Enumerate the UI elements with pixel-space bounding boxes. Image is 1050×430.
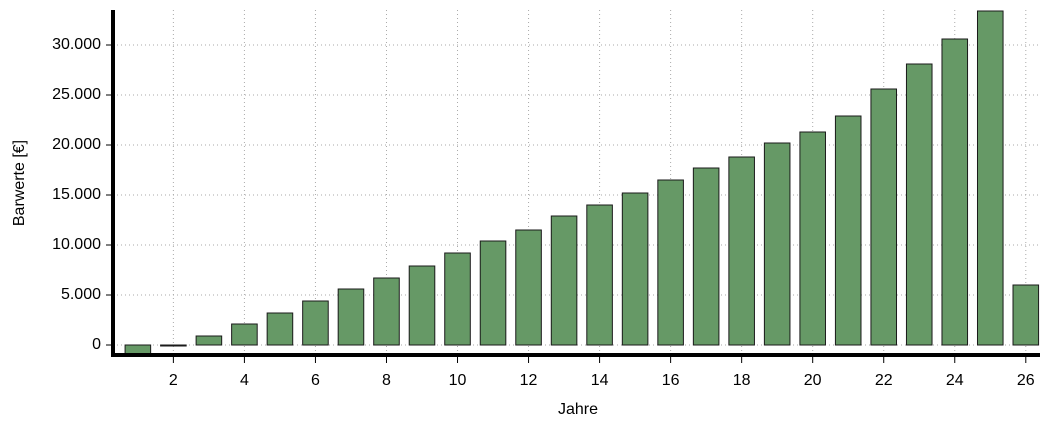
bar xyxy=(657,179,684,346)
bar xyxy=(692,167,720,346)
x-tick-label: 12 xyxy=(520,372,538,389)
bar xyxy=(799,131,826,346)
bar xyxy=(515,229,542,346)
y-tick-label: 30.000 xyxy=(52,36,101,53)
bar xyxy=(373,277,400,346)
x-tick-label: 26 xyxy=(1017,372,1035,389)
bar xyxy=(834,115,862,346)
y-tick-label: 15.000 xyxy=(52,186,101,203)
y-tick-label: 5.000 xyxy=(61,286,101,303)
bar xyxy=(195,335,223,346)
bar xyxy=(337,288,365,346)
bar xyxy=(941,38,969,346)
x-tick-label: 22 xyxy=(875,372,893,389)
bar xyxy=(870,88,898,346)
bar xyxy=(905,63,933,346)
bar xyxy=(408,265,436,346)
x-tick-label: 18 xyxy=(733,372,751,389)
bar xyxy=(621,192,649,346)
bar xyxy=(302,300,329,346)
bar xyxy=(550,215,578,346)
bar xyxy=(231,323,258,346)
bar xyxy=(976,10,1004,346)
x-tick-label: 20 xyxy=(804,372,822,389)
x-tick-label: 4 xyxy=(240,372,249,389)
x-tick-label: 14 xyxy=(591,372,609,389)
y-tick-label: 10.000 xyxy=(52,236,101,253)
bar xyxy=(479,240,507,346)
bar xyxy=(444,252,471,346)
x-tick-label: 8 xyxy=(382,372,391,389)
bar xyxy=(124,344,152,355)
x-tick-label: 2 xyxy=(169,372,178,389)
bars xyxy=(124,10,1040,355)
x-axis-label: Jahre xyxy=(558,401,598,418)
x-tick-label: 6 xyxy=(311,372,320,389)
bar xyxy=(728,156,755,346)
y-axis-label: Barwerte [€] xyxy=(11,140,28,226)
y-tick-label: 0 xyxy=(92,336,101,353)
bar xyxy=(160,344,187,347)
y-tick-label: 25.000 xyxy=(52,86,101,103)
bar xyxy=(1012,284,1040,346)
x-tick-label: 16 xyxy=(662,372,680,389)
x-tick-label: 24 xyxy=(946,372,964,389)
bar xyxy=(586,204,613,346)
bar xyxy=(763,142,791,346)
x-tick-label: 10 xyxy=(449,372,467,389)
bar xyxy=(266,312,294,346)
y-tick-label: 20.000 xyxy=(52,136,101,153)
